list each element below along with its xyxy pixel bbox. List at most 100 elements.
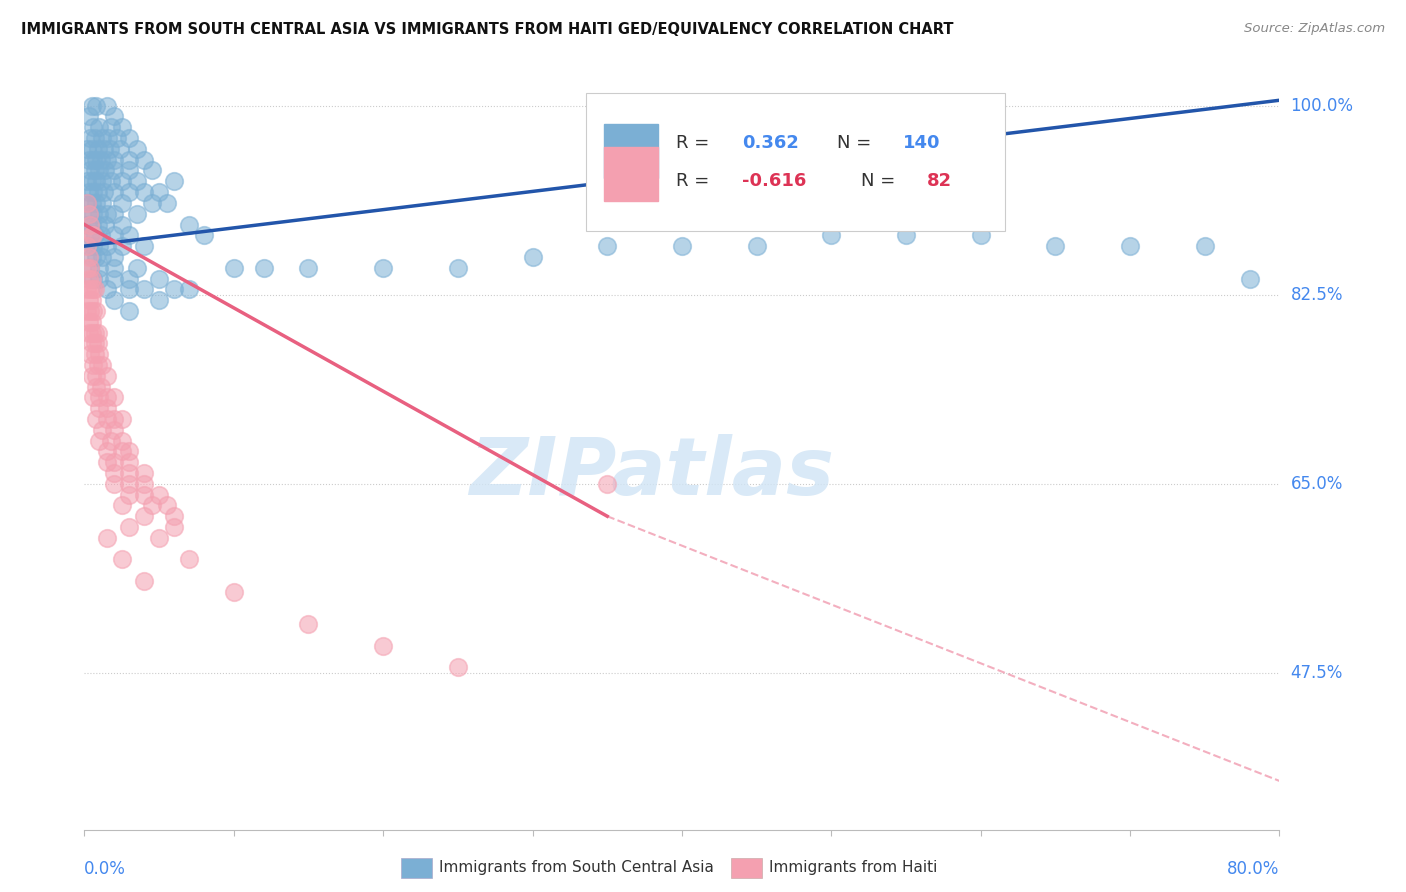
Point	[86, 195, 108, 210]
Point	[77, 293, 100, 307]
Text: 47.5%: 47.5%	[1291, 664, 1343, 681]
Point	[111, 552, 134, 566]
Point	[80, 271, 103, 285]
Point	[522, 250, 544, 264]
Point	[177, 552, 200, 566]
Point	[163, 520, 186, 534]
Point	[103, 390, 125, 404]
Point	[91, 250, 114, 264]
Text: Immigrants from Haiti: Immigrants from Haiti	[769, 861, 938, 875]
Point	[103, 455, 125, 469]
Point	[87, 336, 110, 351]
Point	[894, 228, 917, 243]
Point	[79, 131, 101, 145]
Point	[91, 423, 114, 437]
Text: Source: ZipAtlas.com: Source: ZipAtlas.com	[1244, 22, 1385, 36]
Point	[87, 185, 110, 199]
Point	[86, 379, 108, 393]
Point	[118, 185, 141, 199]
Point	[76, 174, 98, 188]
Point	[96, 412, 118, 426]
Point	[596, 476, 619, 491]
Point	[96, 455, 118, 469]
Text: 82: 82	[927, 172, 952, 190]
Text: N =: N =	[838, 134, 877, 152]
Point	[96, 401, 118, 416]
Point	[89, 271, 111, 285]
Point	[118, 271, 141, 285]
Point	[297, 260, 319, 275]
Point	[103, 153, 125, 167]
Point	[96, 368, 118, 383]
Point	[77, 207, 100, 221]
Text: 82.5%: 82.5%	[1291, 285, 1343, 304]
FancyBboxPatch shape	[605, 124, 658, 178]
Point	[111, 499, 134, 513]
Point	[94, 218, 117, 232]
Point	[132, 466, 156, 480]
Point	[222, 585, 245, 599]
Point	[83, 336, 105, 351]
Point	[222, 260, 245, 275]
Point	[163, 282, 186, 296]
Point	[79, 218, 101, 232]
Point	[79, 282, 101, 296]
Point	[118, 466, 141, 480]
Point	[103, 271, 125, 285]
Point	[89, 401, 111, 416]
Point	[373, 639, 395, 653]
Point	[148, 293, 170, 307]
Point	[82, 282, 104, 296]
Point	[125, 207, 148, 221]
Point	[111, 412, 134, 426]
Point	[76, 195, 98, 210]
Point	[80, 218, 103, 232]
Point	[90, 228, 112, 243]
Point	[1119, 239, 1142, 253]
Point	[87, 218, 110, 232]
Point	[82, 153, 104, 167]
Point	[103, 185, 125, 199]
Point	[125, 142, 148, 156]
Point	[118, 520, 141, 534]
Point	[82, 120, 104, 135]
Point	[76, 218, 98, 232]
Point	[1194, 239, 1216, 253]
Text: 0.0%: 0.0%	[84, 860, 127, 878]
Point	[148, 488, 170, 502]
Point	[87, 326, 110, 340]
Point	[94, 163, 117, 178]
Point	[118, 228, 141, 243]
Point	[86, 368, 108, 383]
Point	[100, 174, 122, 188]
Point	[76, 239, 98, 253]
Point	[111, 444, 134, 458]
Point	[100, 434, 122, 448]
Text: Immigrants from South Central Asia: Immigrants from South Central Asia	[439, 861, 714, 875]
Point	[91, 358, 114, 372]
Point	[89, 434, 111, 448]
Point	[111, 195, 134, 210]
Point	[82, 358, 104, 372]
Point	[90, 153, 112, 167]
Point	[148, 271, 170, 285]
Point	[82, 239, 104, 253]
Point	[80, 293, 103, 307]
Point	[110, 142, 132, 156]
Point	[103, 163, 125, 178]
Point	[118, 455, 141, 469]
Point	[141, 195, 163, 210]
Point	[96, 98, 118, 112]
Point	[80, 98, 103, 112]
Point	[155, 499, 177, 513]
Point	[77, 250, 100, 264]
Point	[970, 228, 993, 243]
Point	[96, 531, 118, 545]
Point	[80, 250, 103, 264]
Point	[111, 434, 134, 448]
Point	[118, 153, 141, 167]
Point	[671, 239, 693, 253]
Point	[91, 195, 114, 210]
Point	[103, 228, 125, 243]
Point	[91, 174, 114, 188]
